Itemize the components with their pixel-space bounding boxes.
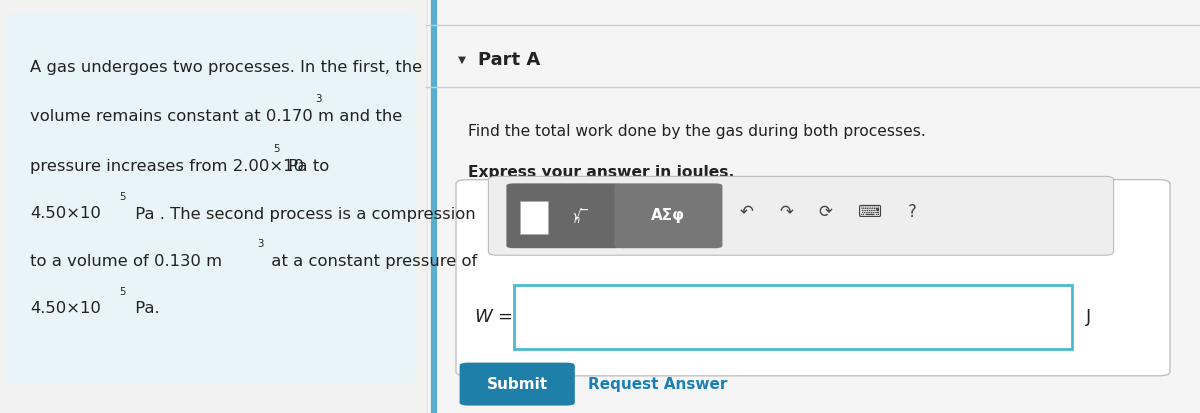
Text: Pa to: Pa to xyxy=(283,159,330,174)
FancyBboxPatch shape xyxy=(514,285,1072,349)
Text: Find the total work done by the gas during both processes.: Find the total work done by the gas duri… xyxy=(468,124,925,139)
Bar xyxy=(520,201,548,234)
Text: $W$ =: $W$ = xyxy=(474,308,512,326)
FancyBboxPatch shape xyxy=(506,183,623,248)
Text: Pa.: Pa. xyxy=(130,301,160,316)
Text: 3: 3 xyxy=(316,95,322,104)
Text: and the: and the xyxy=(334,109,402,124)
Text: Part A: Part A xyxy=(478,51,540,69)
Text: A gas undergoes two processes. In the first, the: A gas undergoes two processes. In the fi… xyxy=(30,60,422,75)
Text: 5: 5 xyxy=(119,192,125,202)
Text: ▼: ▼ xyxy=(458,55,467,65)
Text: AΣφ: AΣφ xyxy=(652,208,685,223)
Text: 4.50×10: 4.50×10 xyxy=(30,301,101,316)
FancyBboxPatch shape xyxy=(6,13,415,383)
Text: 3: 3 xyxy=(257,239,263,249)
FancyBboxPatch shape xyxy=(488,176,1114,255)
Text: ⌨: ⌨ xyxy=(858,203,882,221)
Text: 5: 5 xyxy=(119,287,125,297)
Text: ↶: ↶ xyxy=(739,203,754,221)
Text: ⟳: ⟳ xyxy=(818,203,833,221)
Text: n: n xyxy=(574,215,581,225)
Text: Request Answer: Request Answer xyxy=(588,377,727,392)
Text: J: J xyxy=(1086,308,1091,326)
Text: at a constant pressure of: at a constant pressure of xyxy=(266,254,478,269)
FancyBboxPatch shape xyxy=(456,180,1170,376)
Text: Submit: Submit xyxy=(487,377,547,392)
Text: volume remains constant at 0.170 m: volume remains constant at 0.170 m xyxy=(30,109,334,124)
Text: Express your answer in joules.: Express your answer in joules. xyxy=(468,165,734,180)
Bar xyxy=(428,0,1200,413)
FancyBboxPatch shape xyxy=(460,363,575,406)
FancyBboxPatch shape xyxy=(614,183,722,248)
Text: to a volume of 0.130 m: to a volume of 0.130 m xyxy=(30,254,222,269)
Text: ?: ? xyxy=(907,203,917,221)
Text: Pa . The second process is a compression: Pa . The second process is a compression xyxy=(130,206,475,221)
Text: 5: 5 xyxy=(274,144,280,154)
Text: ↷: ↷ xyxy=(779,203,793,221)
Text: √‾: √‾ xyxy=(572,209,589,223)
Text: pressure increases from 2.00×10: pressure increases from 2.00×10 xyxy=(30,159,304,174)
Text: 4.50×10: 4.50×10 xyxy=(30,206,101,221)
Bar xyxy=(426,0,1200,413)
